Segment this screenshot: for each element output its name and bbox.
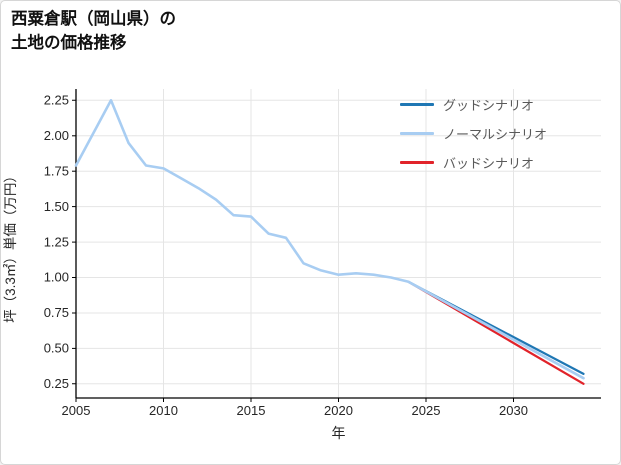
chart-title: 西粟倉駅（岡山県）の 土地の価格推移	[11, 8, 176, 56]
series-line-1	[74, 99, 585, 380]
y-tick-label: 0.75	[44, 305, 69, 320]
legend-item-normal-scenario: ノーマルシナリオ	[400, 124, 547, 143]
chart-legend: グッドシナリオ ノーマルシナリオ バッドシナリオ	[400, 95, 547, 172]
y-tick-label: 0.25	[44, 376, 69, 391]
y-tick-label: 2.25	[44, 93, 69, 108]
x-tick-label: 2005	[62, 403, 91, 418]
x-tick-label: 2025	[412, 403, 441, 418]
y-tick-label: 1.50	[44, 199, 69, 214]
y-tick-label: 1.25	[44, 234, 69, 249]
y-tick-label: 0.50	[44, 341, 69, 356]
legend-swatch-bad-scenario	[400, 161, 434, 164]
legend-item-bad-scenario: バッドシナリオ	[400, 153, 547, 172]
x-axis-label: 年	[331, 425, 346, 441]
legend-swatch-good-scenario	[400, 103, 434, 106]
x-tick-label: 2010	[149, 403, 178, 418]
x-tick-label: 2015	[237, 403, 266, 418]
y-axis-label: 坪（3.3㎡）単価（万円）	[3, 169, 18, 323]
legend-label-good-scenario: グッドシナリオ	[443, 98, 535, 113]
y-tick-label: 2.00	[44, 128, 69, 143]
y-tick-label: 1.00	[44, 270, 69, 285]
legend-label-normal-scenario: ノーマルシナリオ	[443, 127, 548, 142]
legend-swatch-normal-scenario	[400, 132, 434, 135]
legend-item-good-scenario: グッドシナリオ	[400, 95, 547, 114]
x-tick-label: 2020	[324, 403, 353, 418]
legend-label-bad-scenario: バッドシナリオ	[443, 156, 535, 171]
chart-title-line1: 西粟倉駅（岡山県）の	[11, 10, 176, 28]
x-tick-label: 2030	[499, 403, 528, 418]
y-tick-label: 1.75	[44, 163, 69, 178]
chart-title-line2: 土地の価格推移	[11, 33, 127, 52]
